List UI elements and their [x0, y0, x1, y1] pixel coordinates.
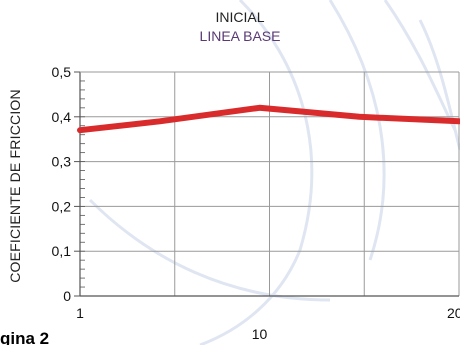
- y-axis-label: COEFICIENTE DE FRICCION: [7, 89, 23, 283]
- data-point: [259, 107, 261, 109]
- chart-subtitle: LINEA BASE: [200, 28, 281, 44]
- y-tick-label: 0,3: [52, 154, 72, 170]
- data-point: [79, 129, 81, 131]
- x-tick-label: 10: [252, 326, 268, 342]
- data-point: [358, 116, 360, 118]
- y-tick-label: 0,1: [52, 243, 72, 259]
- axes: [79, 71, 459, 297]
- y-tick-label: 0,5: [52, 64, 72, 80]
- y-minor-ticks: [80, 71, 85, 297]
- data-point: [458, 120, 460, 122]
- y-tick-labels: 0 0,1 0,2 0,3 0,4 0,5: [52, 64, 80, 304]
- grid: [80, 71, 460, 296]
- y-tick-label: 0,2: [52, 198, 72, 214]
- x-tick-label: 20: [447, 305, 460, 321]
- series: [77, 104, 460, 134]
- page-footer-text: gina 2: [0, 329, 49, 345]
- chart-title: INICIAL: [215, 9, 264, 25]
- x-tick-labels: 1 10 20: [76, 305, 460, 342]
- background-watermark: [88, 0, 460, 345]
- y-tick-label: 0,4: [52, 109, 72, 125]
- x-tick-label: 1: [76, 305, 84, 321]
- y-tick-label: 0: [63, 288, 71, 304]
- data-point: [159, 120, 161, 122]
